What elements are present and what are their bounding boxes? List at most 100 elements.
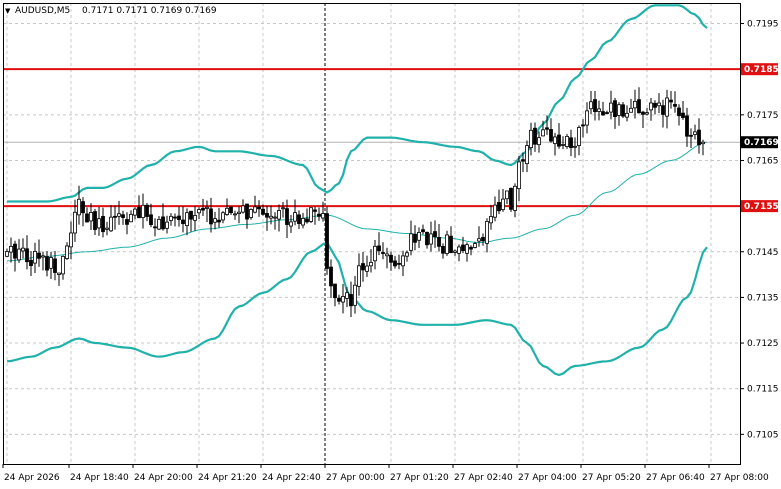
candle-body: [217, 219, 221, 223]
candle-body: [585, 110, 589, 126]
candle: [501, 189, 505, 212]
candle-body: [565, 136, 569, 147]
candle: [605, 110, 609, 115]
horizontal-levels[interactable]: [3, 68, 740, 208]
candle-body: [693, 131, 697, 135]
candle-body: [237, 211, 241, 214]
candle-body: [317, 213, 321, 217]
candle: [633, 89, 637, 119]
candle-body: [177, 215, 181, 220]
candle: [381, 242, 385, 260]
candle-body: [117, 213, 121, 217]
candle-body: [481, 237, 485, 242]
candle-body: [297, 214, 301, 224]
time-axis[interactable]: 24 Apr 2026 24 Apr 18:40 24 Apr 20:00 24 Ap…: [2, 464, 769, 483]
candle-body: [501, 198, 505, 211]
candle-body: [349, 294, 353, 307]
y-tick-label: 0.7115: [747, 385, 779, 395]
y-tick-label: 0.7165: [747, 156, 779, 166]
candle-body: [153, 226, 157, 229]
candle: [445, 230, 449, 256]
candle-body: [69, 232, 73, 248]
candle: [33, 242, 37, 274]
candle: [329, 259, 333, 299]
candle: [425, 231, 429, 249]
candle-body: [165, 221, 169, 229]
candle: [565, 133, 569, 149]
chart-header-icon: ▼: [5, 7, 11, 15]
candle: [625, 105, 629, 122]
candle: [189, 210, 193, 232]
candle: [193, 206, 197, 231]
level-tag-0.7155: 0.7155: [741, 200, 779, 213]
level-tag-0.7185: 0.7185: [741, 63, 779, 76]
candle-body: [365, 265, 369, 272]
candle: [421, 224, 425, 235]
candle: [237, 206, 241, 224]
candle: [317, 207, 321, 221]
y-tick-label: 0.7145: [747, 248, 779, 258]
candle: [349, 281, 353, 318]
y-tick-label: 0.7105: [747, 430, 779, 440]
candle: [385, 247, 389, 269]
candle-body: [461, 244, 465, 252]
candle: [113, 205, 117, 230]
candle: [289, 214, 293, 233]
candle-body: [325, 213, 329, 269]
x-tick-label: 27 Apr 00:00: [326, 473, 385, 483]
candle: [181, 206, 185, 233]
candle: [177, 206, 181, 227]
candle: [53, 250, 57, 281]
candle: [77, 185, 81, 225]
x-tick-label: 27 Apr 08:00: [710, 473, 769, 483]
candle-body: [105, 227, 109, 230]
candle: [641, 110, 645, 128]
candle: [561, 136, 565, 150]
candle: [65, 242, 69, 261]
candle-body: [221, 212, 225, 221]
candle-body: [149, 214, 153, 225]
chart-frame: [3, 3, 741, 465]
candle-body: [701, 141, 705, 145]
candle: [305, 208, 309, 224]
candle-body: [65, 245, 69, 259]
candle: [521, 152, 525, 173]
candle-body: [449, 235, 453, 254]
candle: [541, 120, 545, 137]
candle: [537, 131, 541, 153]
bollinger-bands: [6, 4, 708, 377]
x-tick-label: 24 Apr 22:40: [262, 473, 321, 483]
candle-body: [409, 233, 413, 251]
candle-body: [609, 102, 613, 113]
plot-border: [3, 3, 741, 465]
candle: [437, 223, 441, 252]
candle-body: [361, 263, 365, 271]
candle: [333, 283, 337, 307]
candle: [685, 107, 689, 147]
candle: [137, 195, 141, 219]
candle-body: [269, 215, 273, 219]
candle: [69, 221, 73, 260]
candles: [5, 87, 705, 318]
candle: [85, 207, 89, 223]
candle-body: [97, 218, 101, 229]
candle-body: [665, 97, 669, 117]
candle-body: [137, 207, 141, 219]
candle-body: [101, 215, 105, 233]
candle-body: [337, 297, 341, 302]
candle: [221, 211, 225, 224]
candle: [5, 248, 9, 257]
candle: [201, 198, 205, 217]
candle: [613, 97, 617, 129]
candle: [321, 201, 325, 222]
candle-body: [677, 107, 681, 117]
candle-body: [397, 262, 401, 265]
candle-body: [637, 99, 641, 114]
candle-body: [369, 261, 373, 267]
candle: [253, 195, 257, 214]
candle-body: [521, 159, 525, 162]
candle: [269, 205, 273, 225]
level-tag-0.7185-label: 0.7185: [744, 65, 779, 75]
candle: [513, 183, 517, 218]
